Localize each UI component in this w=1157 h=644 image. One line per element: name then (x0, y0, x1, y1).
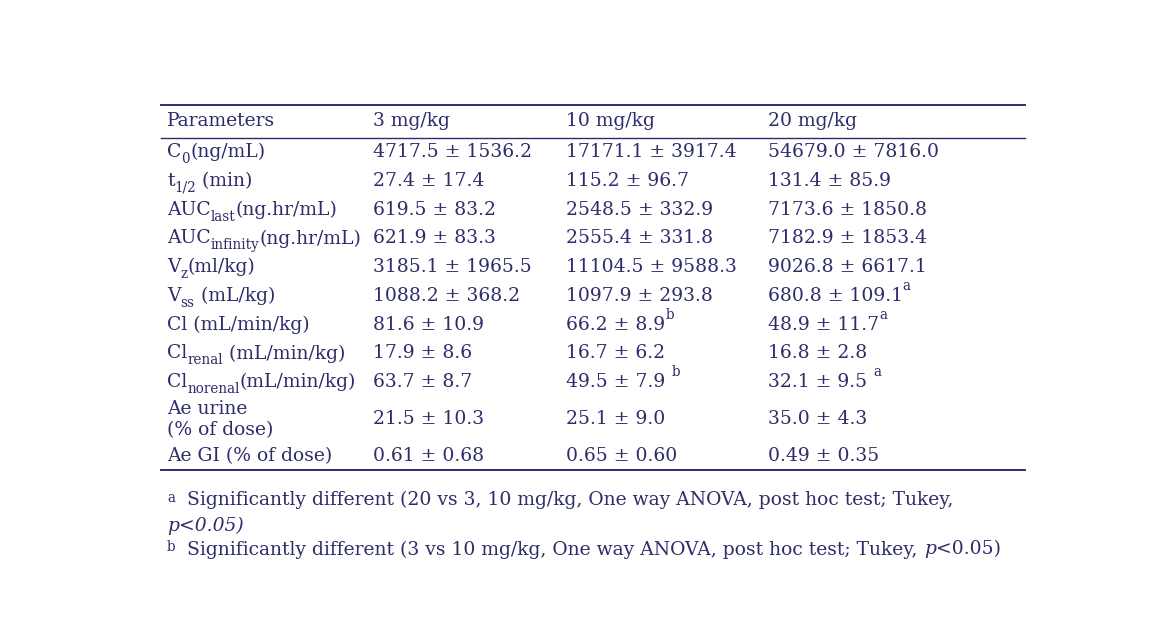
Text: 17.9 ± 8.6: 17.9 ± 8.6 (374, 345, 472, 363)
Text: 1097.9 ± 293.8: 1097.9 ± 293.8 (566, 287, 713, 305)
Text: AUC: AUC (167, 229, 211, 247)
Text: Significantly different (3 vs 10 mg/kg, One way ANOVA, post hoc test; Tukey,: Significantly different (3 vs 10 mg/kg, … (182, 540, 923, 559)
Text: 4717.5 ± 1536.2: 4717.5 ± 1536.2 (374, 143, 532, 161)
Text: ss: ss (180, 296, 194, 310)
Text: 9026.8 ± 6617.1: 9026.8 ± 6617.1 (768, 258, 927, 276)
Text: V: V (167, 258, 180, 276)
Text: 2555.4 ± 331.8: 2555.4 ± 331.8 (566, 229, 713, 247)
Text: 20 mg/kg: 20 mg/kg (768, 112, 857, 130)
Text: (ml/kg): (ml/kg) (187, 258, 256, 276)
Text: V: V (167, 287, 180, 305)
Text: a: a (167, 491, 175, 505)
Text: (ng/mL): (ng/mL) (190, 143, 265, 161)
Text: 16.7 ± 6.2: 16.7 ± 6.2 (566, 345, 665, 363)
Text: z: z (180, 267, 187, 281)
Text: b: b (671, 365, 680, 379)
Text: 66.2 ± 8.9: 66.2 ± 8.9 (566, 316, 665, 334)
Text: 17171.1 ± 3917.4: 17171.1 ± 3917.4 (566, 143, 737, 161)
Text: 27.4 ± 17.4: 27.4 ± 17.4 (374, 172, 485, 190)
Text: (mL/kg): (mL/kg) (194, 287, 275, 305)
Text: 49.5 ± 7.9: 49.5 ± 7.9 (566, 374, 671, 392)
Text: AUC: AUC (167, 201, 211, 219)
Text: t: t (167, 172, 175, 190)
Text: Cl: Cl (167, 345, 187, 363)
Text: 16.8 ± 2.8: 16.8 ± 2.8 (768, 345, 867, 363)
Text: (ng.hr/mL): (ng.hr/mL) (259, 229, 361, 247)
Text: Cl (mL/min/kg): Cl (mL/min/kg) (167, 316, 310, 334)
Text: 54679.0 ± 7816.0: 54679.0 ± 7816.0 (768, 143, 938, 161)
Text: Significantly different (20 vs 3, 10 mg/kg, One way ANOVA, post hoc test; Tukey,: Significantly different (20 vs 3, 10 mg/… (182, 491, 953, 509)
Text: 10 mg/kg: 10 mg/kg (566, 112, 655, 130)
Text: C: C (167, 143, 182, 161)
Text: 32.1 ± 9.5: 32.1 ± 9.5 (768, 374, 872, 392)
Text: 63.7 ± 8.7: 63.7 ± 8.7 (374, 374, 472, 392)
Text: 48.9 ± 11.7: 48.9 ± 11.7 (768, 316, 879, 334)
Text: b: b (167, 540, 176, 554)
Text: (% of dose): (% of dose) (167, 421, 273, 439)
Text: 2548.5 ± 332.9: 2548.5 ± 332.9 (566, 201, 713, 219)
Text: 131.4 ± 85.9: 131.4 ± 85.9 (768, 172, 891, 190)
Text: 0.65 ± 0.60: 0.65 ± 0.60 (566, 447, 677, 464)
Text: a: a (872, 365, 880, 379)
Text: 25.1 ± 9.0: 25.1 ± 9.0 (566, 410, 665, 428)
Text: Cl: Cl (167, 374, 187, 392)
Text: 1088.2 ± 368.2: 1088.2 ± 368.2 (374, 287, 521, 305)
Text: 3185.1 ± 1965.5: 3185.1 ± 1965.5 (374, 258, 532, 276)
Text: norenal: norenal (187, 382, 239, 396)
Text: (min): (min) (197, 172, 252, 190)
Text: 81.6 ± 10.9: 81.6 ± 10.9 (374, 316, 485, 334)
Text: 621.9 ± 83.3: 621.9 ± 83.3 (374, 229, 496, 247)
Text: 21.5 ± 10.3: 21.5 ± 10.3 (374, 410, 485, 428)
Text: 0.61 ± 0.68: 0.61 ± 0.68 (374, 447, 485, 464)
Text: 7173.6 ± 1850.8: 7173.6 ± 1850.8 (768, 201, 927, 219)
Text: 1/2: 1/2 (175, 181, 197, 195)
Text: 619.5 ± 83.2: 619.5 ± 83.2 (374, 201, 496, 219)
Text: 3 mg/kg: 3 mg/kg (374, 112, 450, 130)
Text: (mL/min/kg): (mL/min/kg) (223, 345, 345, 363)
Text: 0: 0 (182, 152, 190, 166)
Text: p: p (923, 540, 936, 558)
Text: b: b (665, 308, 673, 322)
Text: 115.2 ± 96.7: 115.2 ± 96.7 (566, 172, 690, 190)
Text: a: a (879, 308, 887, 322)
Text: 7182.9 ± 1853.4: 7182.9 ± 1853.4 (768, 229, 927, 247)
Text: (mL/min/kg): (mL/min/kg) (239, 373, 356, 392)
Text: 11104.5 ± 9588.3: 11104.5 ± 9588.3 (566, 258, 737, 276)
Text: <0.05): <0.05) (936, 540, 1001, 558)
Text: 680.8 ± 109.1: 680.8 ± 109.1 (768, 287, 902, 305)
Text: infinity: infinity (211, 238, 259, 252)
Text: 35.0 ± 4.3: 35.0 ± 4.3 (768, 410, 867, 428)
Text: 0.49 ± 0.35: 0.49 ± 0.35 (768, 447, 879, 464)
Text: a: a (902, 279, 911, 293)
Text: Ae GI (% of dose): Ae GI (% of dose) (167, 447, 332, 464)
Text: Ae urine: Ae urine (167, 400, 248, 418)
Text: last: last (211, 210, 236, 223)
Text: Parameters: Parameters (167, 112, 275, 130)
Text: renal: renal (187, 354, 223, 368)
Text: (ng.hr/mL): (ng.hr/mL) (236, 200, 338, 219)
Text: p<0.05): p<0.05) (167, 516, 244, 535)
